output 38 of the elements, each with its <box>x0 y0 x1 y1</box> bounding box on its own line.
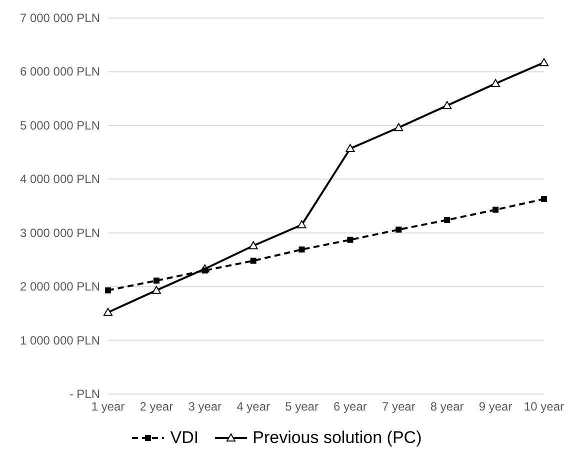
point <box>153 278 160 284</box>
x-tick-label: 5 year <box>285 400 318 414</box>
point <box>104 308 112 316</box>
x-tick-label: 1 year <box>91 400 125 414</box>
y-tick-label: 1 000 000 PLN <box>20 333 100 348</box>
y-tick-label: 5 000 000 PLN <box>20 118 100 132</box>
point <box>492 206 499 213</box>
point <box>105 287 111 294</box>
point <box>250 258 256 264</box>
x-tick-label: 7 year <box>382 400 416 414</box>
point <box>298 246 305 253</box>
x-tick-label: 9 year <box>478 400 512 414</box>
y-tick-label: 2 000 000 PLN <box>20 280 100 294</box>
x-tick-label: 10 year <box>524 400 564 414</box>
point <box>347 236 354 243</box>
legend-label: VDI <box>170 428 199 448</box>
point <box>152 286 161 294</box>
point <box>541 196 547 202</box>
legend-label: Previous solution (PC) <box>252 428 422 448</box>
y-tick-label: 7 000 000 PLN <box>20 11 100 25</box>
point <box>394 123 404 132</box>
y-tick-label: - PLN <box>69 387 100 401</box>
point <box>297 220 306 228</box>
y-tick-label: 3 000 000 PLN <box>20 226 100 240</box>
y-tick-label: 6 000 000 PLN <box>20 64 100 79</box>
x-tick-label: 8 year <box>430 400 464 414</box>
x-tick-label: 3 year <box>188 400 222 414</box>
x-tick-label: 2 year <box>140 400 174 414</box>
point <box>248 241 258 250</box>
point <box>444 216 450 223</box>
x-tick-label: 6 year <box>334 400 367 414</box>
point <box>396 226 402 233</box>
point <box>346 144 355 152</box>
point <box>540 58 548 66</box>
x-tick-label: 4 year <box>236 400 270 414</box>
point <box>491 79 500 88</box>
point <box>442 101 452 110</box>
y-tick-label: 4 000 000 PLN <box>20 172 100 186</box>
